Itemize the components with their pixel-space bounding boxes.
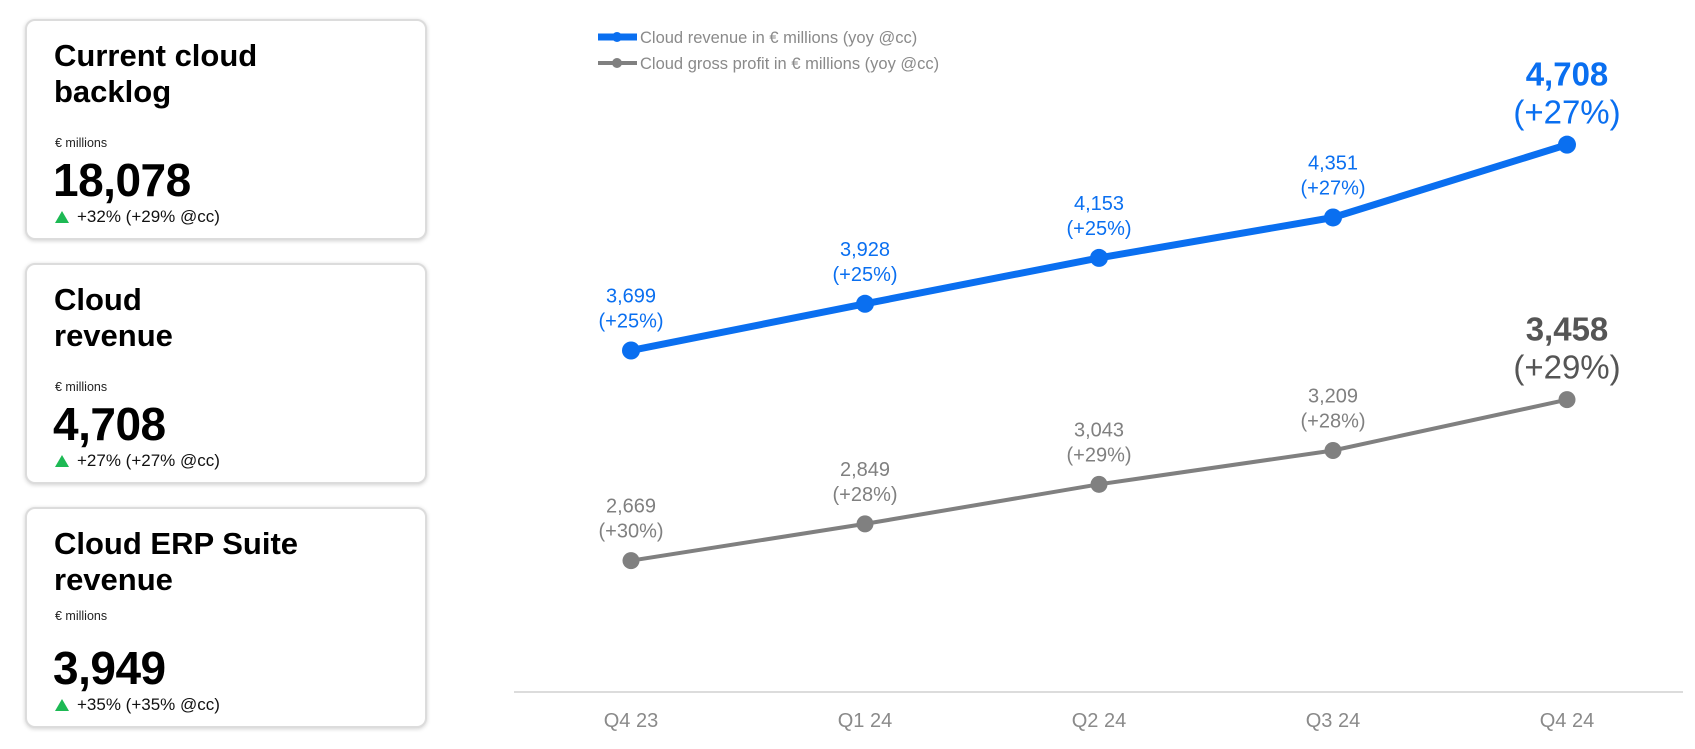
data-point [622,341,640,360]
data-value-label: 2,849 [840,459,890,481]
data-growth-label: (+25%) [1066,218,1131,240]
data-growth-label: (+25%) [832,264,897,286]
data-value-label: 4,153 [1074,193,1124,215]
legend-swatch-marker [612,58,622,68]
legend-swatch-marker [612,32,622,42]
kpi-card-change: +27% (+27% @cc) [55,451,220,471]
kpi-card-change-text: +35% (+35% @cc) [77,695,220,714]
x-tick-label: Q4 23 [604,710,658,732]
kpi-card-cloud-erp-suite-revenue: Cloud ERP Suite revenue € millions 3,949… [25,507,427,728]
data-value-label: 3,928 [840,239,890,261]
series-layer: 3,699 (+25%) 3,928 (+25%) 4,153 (+25%) 4,351 (+… [598,56,1621,570]
series-line [630,141,1569,354]
data-growth-label: (+27%) [1300,177,1365,199]
data-value-label: 3,043 [1074,419,1124,441]
kpi-card-current-cloud-backlog: Current cloud backlog € millions 18,078 … [25,19,427,240]
kpi-card-change-text: +27% (+27% @cc) [77,451,220,470]
legend-label: Cloud revenue in € millions (yoy @cc) [640,29,917,47]
data-point [1090,475,1108,493]
x-tick-label: Q2 24 [1072,710,1126,732]
data-value-label: 4,708 [1526,56,1609,93]
x-tick-label: Q4 24 [1540,710,1594,732]
kpi-card-change: +35% (+35% @cc) [55,695,220,715]
kpi-card-unit: € millions [55,609,108,623]
data-growth-label: (+28%) [1300,410,1365,432]
kpi-card-unit: € millions [55,136,108,150]
x-tick-label: Q1 24 [838,710,892,732]
kpi-card-value: 18,078 [53,154,191,206]
data-growth-label: (+29%) [1513,349,1620,386]
data-growth-label: (+25%) [598,311,663,333]
kpi-card-title: Current cloud backlog [54,38,258,109]
kpi-card-title: Cloud ERP Suite revenue [54,526,299,597]
chart-legend: Cloud revenue in € millions (yoy @cc) Clo… [598,29,939,73]
data-point [1090,248,1108,267]
series-cloud-revenue: 3,699 (+25%) 3,928 (+25%) 4,153 (+25%) 4,351 (+… [598,56,1621,360]
data-point [622,552,640,570]
data-point [1324,208,1342,227]
kpi-card-unit: € millions [55,380,108,394]
up-arrow-icon [55,699,69,711]
kpi-card-title: Cloud revenue [54,282,173,353]
data-value-label: 3,699 [606,286,656,308]
kpi-card-value: 3,949 [53,642,166,694]
up-arrow-icon [55,211,69,223]
series-cloud-gross-profit: 2,669 (+30%) 2,849 (+28%) 3,043 (+29%) 3,209 (+… [598,311,1621,570]
up-arrow-icon [55,455,69,467]
data-value-label: 2,669 [606,496,656,518]
data-value-label: 3,209 [1308,385,1358,407]
data-point [1324,441,1342,459]
data-growth-label: (+28%) [832,484,897,506]
data-value-label: 3,458 [1526,311,1609,348]
data-point [1558,391,1576,409]
data-growth-label: (+30%) [598,521,663,543]
data-value-label: 4,351 [1308,152,1358,174]
legend-label: Cloud gross profit in € millions (yoy @c… [640,55,939,73]
data-point [856,515,874,533]
data-growth-label: (+27%) [1513,94,1620,131]
kpi-card-value: 4,708 [53,398,166,450]
x-axis-ticks: Q4 23 Q1 24 Q2 24 Q3 24 Q4 24 [604,710,1594,732]
data-growth-label: (+29%) [1066,444,1131,466]
kpi-card-cloud-revenue: Cloud revenue € millions 4,708 +27% (+27… [25,263,427,484]
data-point [1558,135,1576,154]
kpi-card-change-text: +32% (+29% @cc) [77,207,220,226]
data-point [856,294,874,313]
kpi-card-change: +32% (+29% @cc) [55,207,220,227]
x-tick-label: Q3 24 [1306,710,1360,732]
